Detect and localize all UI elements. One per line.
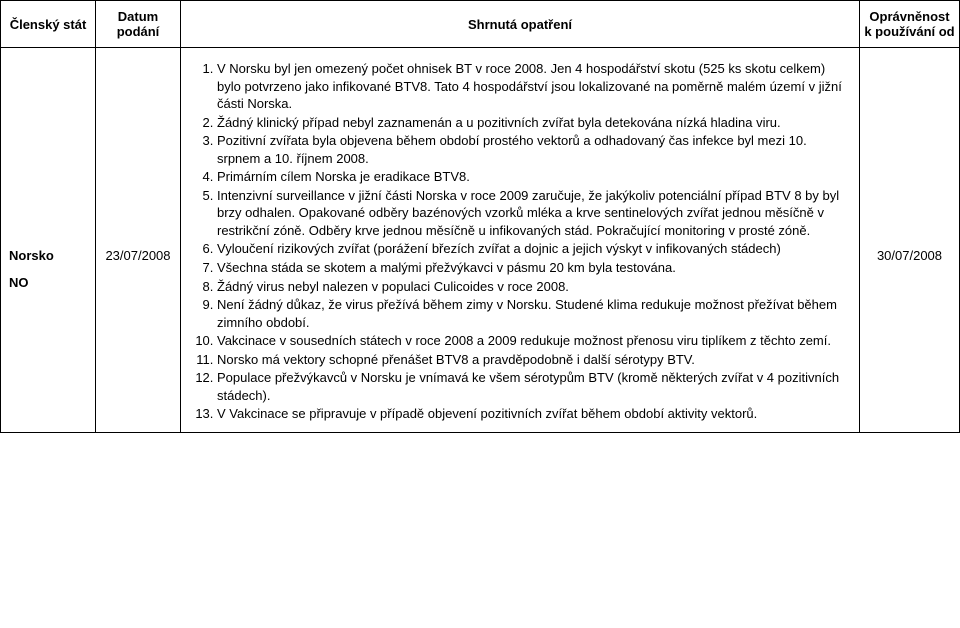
list-item: Není žádný důkaz, že virus přežívá během… [217, 296, 845, 331]
list-item: Žádný klinický případ nebyl zaznamenán a… [217, 114, 845, 132]
list-item: Primárním cílem Norska je eradikace BTV8… [217, 168, 845, 186]
list-item: Pozitivní zvířata byla objevena během ob… [217, 132, 845, 167]
list-item: V Vakcinace se připravuje v případě obje… [217, 405, 845, 423]
state-code: NO [9, 275, 87, 290]
list-item: Všechna stáda se skotem a malými přežvýk… [217, 259, 845, 277]
list-item: Žádný virus nebyl nalezen v populaci Cul… [217, 278, 845, 296]
header-state: Členský stát [1, 1, 96, 48]
header-row: Členský stát Datum podání Shrnutá opatře… [1, 1, 960, 48]
table-row: Norsko NO 23/07/2008 V Norsku byl jen om… [1, 48, 960, 433]
list-item: Vyloučení rizikových zvířat (porážení bř… [217, 240, 845, 258]
cell-state: Norsko NO [1, 48, 96, 433]
measures-table: Členský stát Datum podání Shrnutá opatře… [0, 0, 960, 433]
list-item: Populace přežvýkavců v Norsku je vnímavá… [217, 369, 845, 404]
cell-date: 23/07/2008 [96, 48, 181, 433]
header-date: Datum podání [96, 1, 181, 48]
cell-measures: V Norsku byl jen omezený počet ohnisek B… [181, 48, 860, 433]
cell-eligibility: 30/07/2008 [860, 48, 960, 433]
list-item: Norsko má vektory schopné přenášet BTV8 … [217, 351, 845, 369]
list-item: V Norsku byl jen omezený počet ohnisek B… [217, 60, 845, 113]
header-eligibility: Oprávněnost k používání od [860, 1, 960, 48]
header-measures: Shrnutá opatření [181, 1, 860, 48]
list-item: Vakcinace v sousedních státech v roce 20… [217, 332, 845, 350]
measures-list: V Norsku byl jen omezený počet ohnisek B… [195, 60, 845, 423]
list-item: Intenzivní surveillance v jižní části No… [217, 187, 845, 240]
state-name: Norsko [9, 248, 87, 263]
